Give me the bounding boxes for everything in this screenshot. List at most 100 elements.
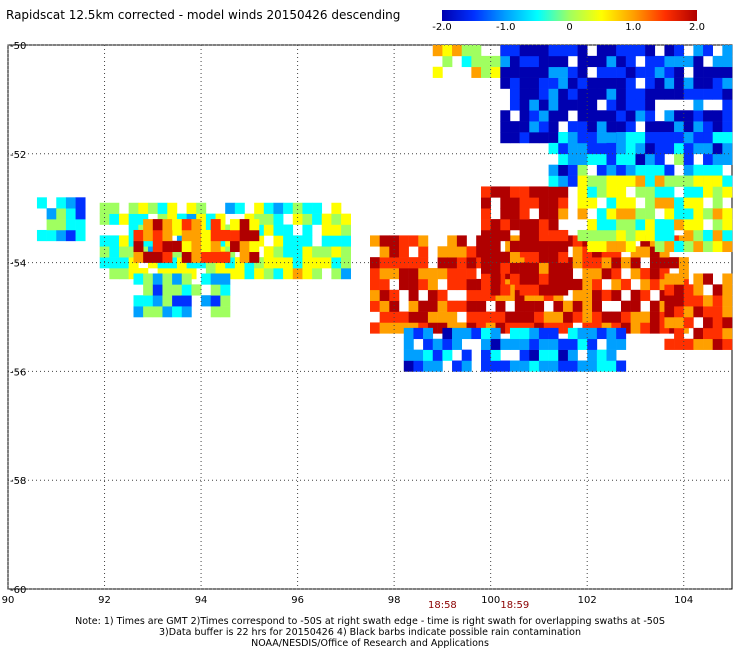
heat-cell xyxy=(625,121,636,133)
heat-cell xyxy=(558,349,569,361)
heat-cell xyxy=(427,300,438,312)
heat-cell xyxy=(611,268,622,280)
heat-cell xyxy=(75,219,86,231)
heat-cell xyxy=(529,251,540,263)
heat-cell xyxy=(408,289,419,301)
heat-cell xyxy=(181,219,192,231)
heat-cell xyxy=(273,213,284,225)
heat-cell xyxy=(341,213,351,225)
heat-cell xyxy=(109,257,120,269)
heat-cell xyxy=(664,240,675,253)
heat-cell xyxy=(616,197,627,209)
heat-cell xyxy=(133,240,144,253)
heat-cell xyxy=(181,273,192,285)
heat-cell xyxy=(172,273,183,285)
heat-cell xyxy=(577,99,588,111)
heat-cell xyxy=(519,186,530,198)
heat-cell xyxy=(519,88,530,100)
heat-cell xyxy=(447,235,458,247)
heat-cell xyxy=(398,311,409,323)
heat-cell xyxy=(162,284,173,296)
heat-cell xyxy=(616,77,627,89)
heat-cell xyxy=(379,268,390,280)
heat-cell xyxy=(654,164,665,176)
heat-cell xyxy=(509,273,520,285)
heat-cell xyxy=(529,197,540,209)
heat-cell xyxy=(172,306,183,318)
heat-cell xyxy=(587,77,598,89)
heat-cell xyxy=(606,186,617,198)
heat-cell xyxy=(519,338,530,350)
heat-cell xyxy=(152,284,163,296)
heat-cell xyxy=(538,273,549,285)
heat-cell xyxy=(577,360,588,372)
heat-cell xyxy=(616,110,627,122)
heat-cell xyxy=(630,257,641,269)
heat-cell xyxy=(220,284,231,296)
heat-cell xyxy=(567,132,578,144)
heat-cell xyxy=(654,186,665,198)
heat-cell xyxy=(712,186,723,198)
heat-cell xyxy=(703,121,713,133)
heat-cell xyxy=(606,110,617,122)
heat-cell xyxy=(616,360,627,372)
heat-cell xyxy=(683,284,694,296)
heat-cell xyxy=(625,197,636,209)
y-tick-label: -56 xyxy=(10,367,26,378)
heat-cell xyxy=(703,164,713,176)
heat-cell xyxy=(548,262,559,274)
heat-cell xyxy=(693,327,704,340)
heat-cell xyxy=(481,186,491,198)
heat-cell xyxy=(567,121,578,133)
heat-cell xyxy=(538,327,549,340)
heat-cell xyxy=(645,164,656,176)
heat-cell xyxy=(635,153,646,165)
heat-cell xyxy=(601,289,612,301)
heat-cell xyxy=(567,88,578,100)
heat-cell xyxy=(601,257,612,269)
heat-cell xyxy=(75,208,86,220)
heat-cell xyxy=(529,240,540,253)
colorbar-tick-label: 0 xyxy=(566,22,573,33)
heat-cell xyxy=(606,153,617,165)
heat-cell xyxy=(500,77,511,89)
y-tick-label: -54 xyxy=(10,259,26,270)
heat-cell xyxy=(693,338,704,350)
heat-cell xyxy=(587,327,598,340)
heat-cell xyxy=(152,219,163,231)
heat-cell xyxy=(683,317,694,329)
heat-cell xyxy=(558,251,569,263)
heat-cell xyxy=(548,273,559,285)
heat-cell xyxy=(519,77,530,89)
heat-cell xyxy=(712,77,723,89)
heat-cell xyxy=(500,186,511,198)
heat-cell xyxy=(558,142,569,155)
heat-cell xyxy=(712,229,723,242)
heat-cell xyxy=(582,300,593,312)
heat-cell xyxy=(548,88,559,100)
heat-cell xyxy=(664,175,675,187)
heat-cell xyxy=(664,121,675,133)
heat-cell xyxy=(481,251,491,263)
heat-cell xyxy=(712,240,723,253)
heat-cell xyxy=(534,300,545,312)
heat-cell xyxy=(538,99,549,111)
heat-cell xyxy=(509,77,520,89)
heat-cell xyxy=(712,142,723,155)
heat-cell xyxy=(703,273,713,285)
heat-cell xyxy=(722,219,733,231)
heat-cell xyxy=(500,132,511,144)
heat-cell xyxy=(567,327,578,340)
heat-cell xyxy=(722,317,733,329)
heat-cell xyxy=(567,45,578,57)
heat-cell xyxy=(452,360,463,372)
heat-cell xyxy=(490,186,501,198)
heat-cell xyxy=(558,186,569,198)
heat-cell xyxy=(630,322,641,334)
y-tick-label: -52 xyxy=(10,150,26,161)
heat-cell xyxy=(490,360,501,372)
heat-cell xyxy=(606,164,617,176)
heat-cell xyxy=(567,153,578,165)
heat-cell xyxy=(418,235,429,247)
heat-cell xyxy=(466,311,477,323)
